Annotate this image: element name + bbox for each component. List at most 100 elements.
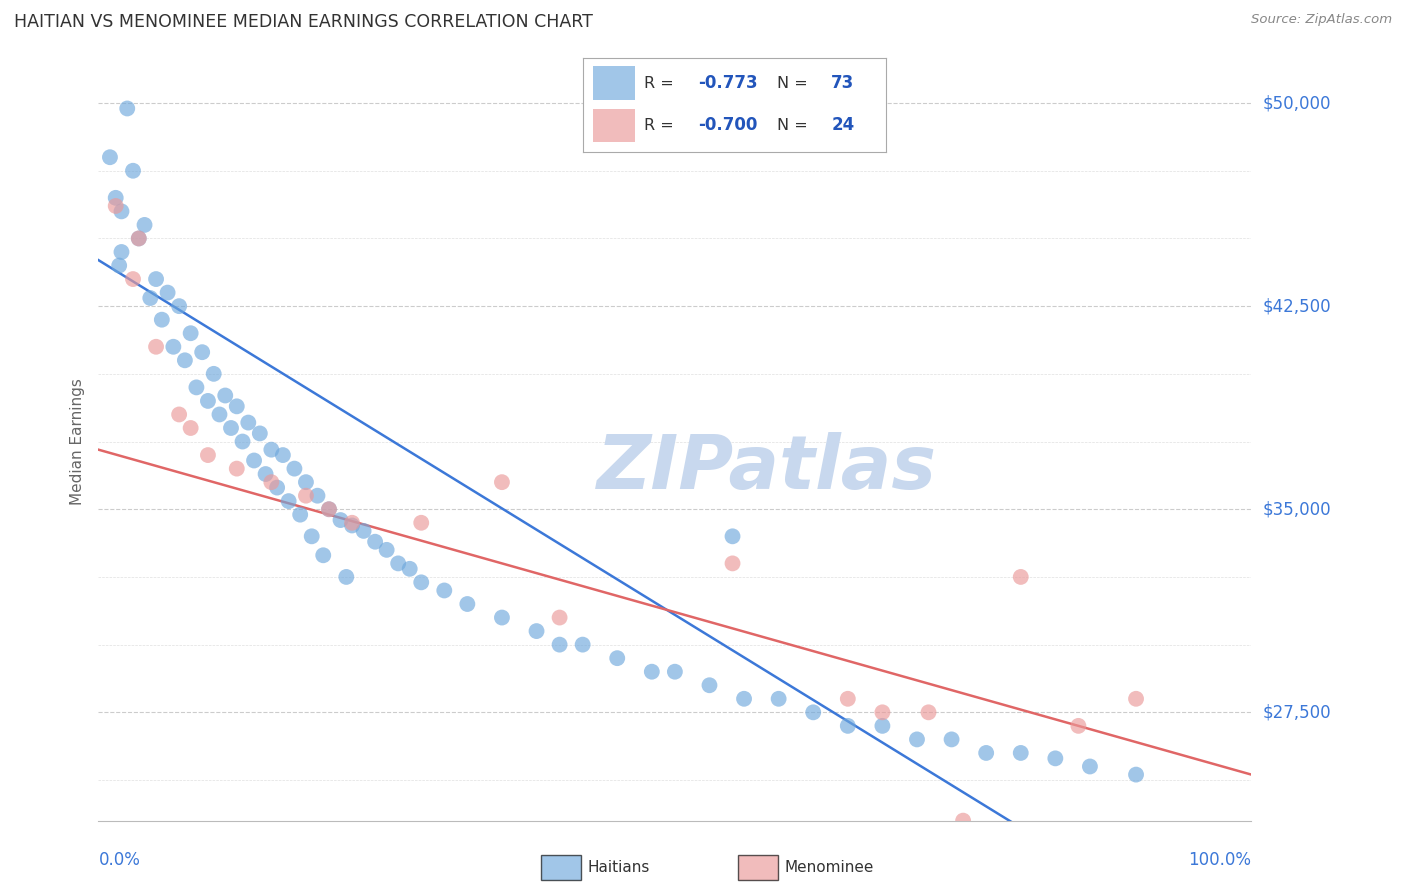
Point (307, 489, 329, 503)
Text: N =: N = (778, 118, 807, 133)
Point (733, 691, 755, 706)
Text: -0.773: -0.773 (699, 74, 758, 92)
Point (110, 204, 132, 219)
Text: $35,000: $35,000 (1263, 500, 1331, 518)
Text: 0.0%: 0.0% (98, 851, 141, 869)
Point (128, 231, 150, 245)
Point (456, 597, 478, 611)
Point (917, 706, 939, 720)
Point (249, 426, 271, 441)
Point (167, 299, 190, 313)
Point (664, 665, 686, 679)
Point (335, 570, 357, 584)
Point (1078, 759, 1101, 773)
Point (387, 557, 409, 571)
Point (411, 575, 433, 590)
Point (122, 272, 145, 286)
Text: ZIPatlas: ZIPatlas (598, 432, 938, 505)
Point (318, 502, 340, 516)
Point (491, 475, 513, 490)
Point (128, 231, 150, 245)
Point (108, 259, 131, 273)
Point (145, 340, 167, 354)
Text: R =: R = (644, 76, 673, 91)
Point (548, 610, 571, 624)
Point (340, 518, 363, 533)
Point (905, 732, 928, 747)
Point (721, 557, 744, 571)
Point (139, 291, 162, 305)
Point (353, 524, 375, 538)
Point (156, 285, 179, 300)
Point (214, 388, 236, 402)
Point (312, 548, 335, 563)
Point (290, 508, 312, 522)
Text: $27,500: $27,500 (1263, 703, 1331, 722)
Point (1125, 767, 1147, 781)
Point (340, 516, 363, 530)
Text: Haitians: Haitians (588, 861, 650, 875)
Point (283, 461, 305, 475)
Point (1182, 827, 1205, 841)
Point (254, 467, 277, 481)
Point (433, 583, 456, 598)
Point (1125, 691, 1147, 706)
Point (872, 719, 894, 733)
Point (174, 353, 197, 368)
Point (104, 191, 127, 205)
Point (271, 448, 294, 462)
Point (329, 513, 352, 527)
Point (197, 393, 219, 408)
Point (375, 542, 398, 557)
Point (301, 529, 323, 543)
Text: Source: ZipAtlas.com: Source: ZipAtlas.com (1251, 13, 1392, 27)
Point (398, 562, 420, 576)
Point (1010, 570, 1032, 584)
Point (225, 461, 247, 475)
Point (231, 434, 254, 449)
Point (721, 529, 744, 543)
Point (1010, 746, 1032, 760)
Point (180, 421, 202, 435)
Point (837, 719, 859, 733)
Point (952, 814, 974, 828)
Point (180, 326, 202, 341)
Point (548, 638, 571, 652)
Point (941, 732, 963, 747)
Point (208, 408, 231, 422)
Point (150, 312, 173, 326)
Text: $42,500: $42,500 (1263, 297, 1331, 315)
Point (295, 489, 318, 503)
Text: Menominee: Menominee (785, 861, 875, 875)
Point (318, 502, 340, 516)
Point (202, 367, 225, 381)
Text: -0.700: -0.700 (699, 117, 758, 135)
Point (122, 163, 145, 178)
Point (266, 481, 288, 495)
Point (186, 380, 208, 394)
Point (197, 448, 219, 462)
Point (191, 345, 214, 359)
Point (526, 624, 548, 639)
Point (162, 340, 184, 354)
Text: 100.0%: 100.0% (1188, 851, 1251, 869)
Text: HAITIAN VS MENOMINEE MEDIAN EARNINGS CORRELATION CHART: HAITIAN VS MENOMINEE MEDIAN EARNINGS COR… (14, 13, 593, 31)
Point (641, 665, 664, 679)
Bar (592, 66, 636, 100)
Point (411, 516, 433, 530)
Point (104, 199, 127, 213)
Point (837, 691, 859, 706)
Point (801, 706, 824, 720)
Text: 24: 24 (831, 117, 855, 135)
Point (98, 150, 121, 164)
Point (260, 442, 283, 457)
Text: $50,000: $50,000 (1263, 94, 1331, 112)
Text: 73: 73 (831, 74, 855, 92)
Point (364, 534, 387, 549)
Point (1045, 751, 1067, 765)
Point (260, 475, 283, 490)
Point (110, 244, 132, 259)
Point (277, 494, 299, 508)
Point (238, 416, 260, 430)
Point (219, 421, 242, 435)
